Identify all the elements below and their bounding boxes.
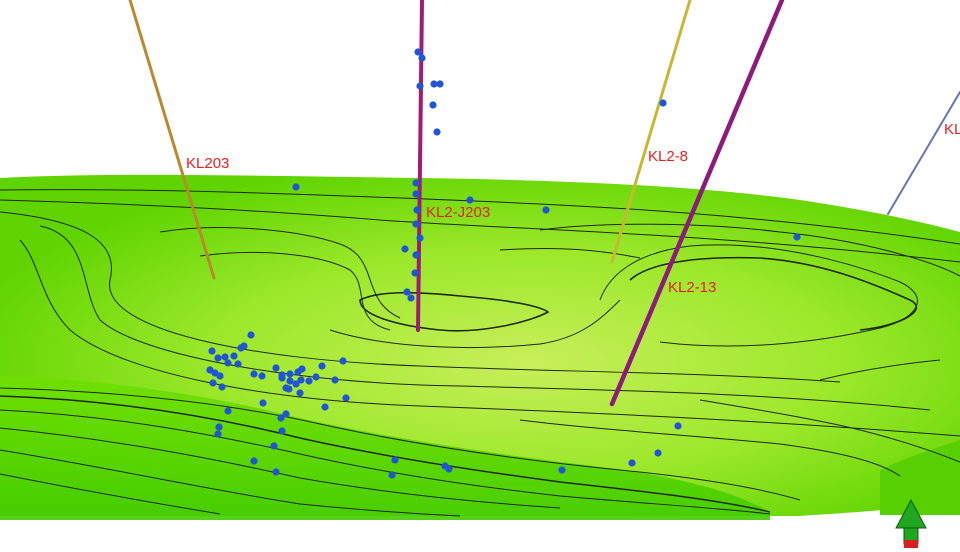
microseismic-event bbox=[259, 399, 267, 407]
microseismic-event bbox=[342, 394, 350, 402]
microseismic-event bbox=[412, 179, 420, 187]
microseismic-event bbox=[230, 352, 238, 360]
microseismic-event bbox=[418, 54, 426, 62]
microseismic-event bbox=[321, 403, 329, 411]
microseismic-event bbox=[388, 471, 396, 479]
well-label-kl203: KL203 bbox=[186, 155, 229, 172]
microseismic-event bbox=[429, 101, 437, 109]
microseismic-event bbox=[466, 196, 474, 204]
microseismic-event bbox=[296, 389, 304, 397]
microseismic-event bbox=[208, 347, 216, 355]
microseismic-event bbox=[247, 331, 255, 339]
microseismic-event bbox=[430, 80, 438, 88]
microseismic-event bbox=[793, 233, 801, 241]
microseismic-event bbox=[214, 354, 222, 362]
microseismic-event bbox=[277, 414, 285, 422]
well-label-kl: KL bbox=[944, 121, 960, 138]
microseismic-event bbox=[318, 362, 326, 370]
microseismic-event bbox=[628, 459, 636, 467]
microseismic-event bbox=[224, 407, 232, 415]
up-arrow-icon[interactable] bbox=[895, 498, 927, 548]
well-label-kl2-8: KL2-8 bbox=[648, 148, 688, 165]
microseismic-event bbox=[270, 442, 278, 450]
microseismic-event bbox=[209, 379, 217, 387]
microseismic-event bbox=[278, 427, 286, 435]
microseismic-event bbox=[654, 449, 662, 457]
microseismic-event bbox=[441, 462, 449, 470]
microseismic-event bbox=[250, 370, 258, 378]
microseismic-event bbox=[412, 251, 420, 259]
reservoir-surface-cliff bbox=[880, 440, 960, 515]
microseismic-event bbox=[414, 48, 422, 56]
microseismic-event bbox=[674, 422, 682, 430]
microseismic-event bbox=[339, 357, 347, 365]
microseismic-event bbox=[218, 383, 226, 391]
contour-lines bbox=[0, 189, 960, 517]
well-labels: KL203 KL2-J203 KL2-8 KL2-13 KL bbox=[186, 121, 960, 296]
microseismic-event bbox=[286, 377, 294, 385]
microseismic-event bbox=[416, 82, 424, 90]
microseismic-event bbox=[298, 365, 306, 373]
microseismic-event bbox=[221, 353, 229, 361]
well-kl2-8-trajectory bbox=[610, 0, 692, 264]
microseismic-event bbox=[278, 374, 286, 382]
microseismic-event bbox=[401, 245, 409, 253]
microseismic-event bbox=[312, 373, 320, 381]
microseismic-event bbox=[282, 410, 290, 418]
well-label-kl2-j203: KL2-J203 bbox=[426, 204, 490, 221]
microseismic-event bbox=[403, 288, 411, 296]
microseismic-event bbox=[250, 457, 258, 465]
microseismic-event bbox=[413, 206, 421, 214]
microseismic-event bbox=[412, 220, 420, 228]
microseismic-event bbox=[272, 364, 280, 372]
microseismic-event bbox=[240, 342, 248, 350]
microseismic-event bbox=[216, 372, 224, 380]
microseismic-event bbox=[411, 269, 419, 277]
microseismic-event bbox=[215, 423, 223, 431]
microseismic-event bbox=[292, 183, 300, 191]
microseismic-event bbox=[433, 128, 441, 136]
microseismic-event bbox=[558, 466, 566, 474]
well-kl-trajectory bbox=[887, 91, 960, 215]
microseismic-event bbox=[412, 190, 420, 198]
microseismic-event bbox=[436, 80, 444, 88]
microseismic-event bbox=[286, 370, 294, 378]
microseismic-event bbox=[285, 385, 293, 393]
microseismic-event bbox=[305, 377, 313, 385]
microseismic-event bbox=[542, 206, 550, 214]
microseismic-event bbox=[272, 468, 280, 476]
well-label-kl2-13: KL2-13 bbox=[668, 279, 716, 296]
well-kl2-13-trajectory bbox=[609, 0, 785, 407]
microseismic-event bbox=[258, 372, 266, 380]
microseismic-event bbox=[416, 234, 424, 242]
microseismic-event bbox=[214, 430, 222, 438]
microseismic-event bbox=[292, 380, 300, 388]
microseismic-event bbox=[297, 376, 305, 384]
microseismic-event bbox=[407, 294, 415, 302]
microseismic-event bbox=[234, 360, 242, 368]
microseismic-event bbox=[391, 456, 399, 464]
microseismic-event bbox=[331, 376, 339, 384]
microseismic-event bbox=[224, 359, 232, 367]
microseismic-events bbox=[206, 48, 801, 479]
well-kl203-trajectory bbox=[128, 0, 216, 280]
microseismic-event bbox=[659, 99, 667, 107]
